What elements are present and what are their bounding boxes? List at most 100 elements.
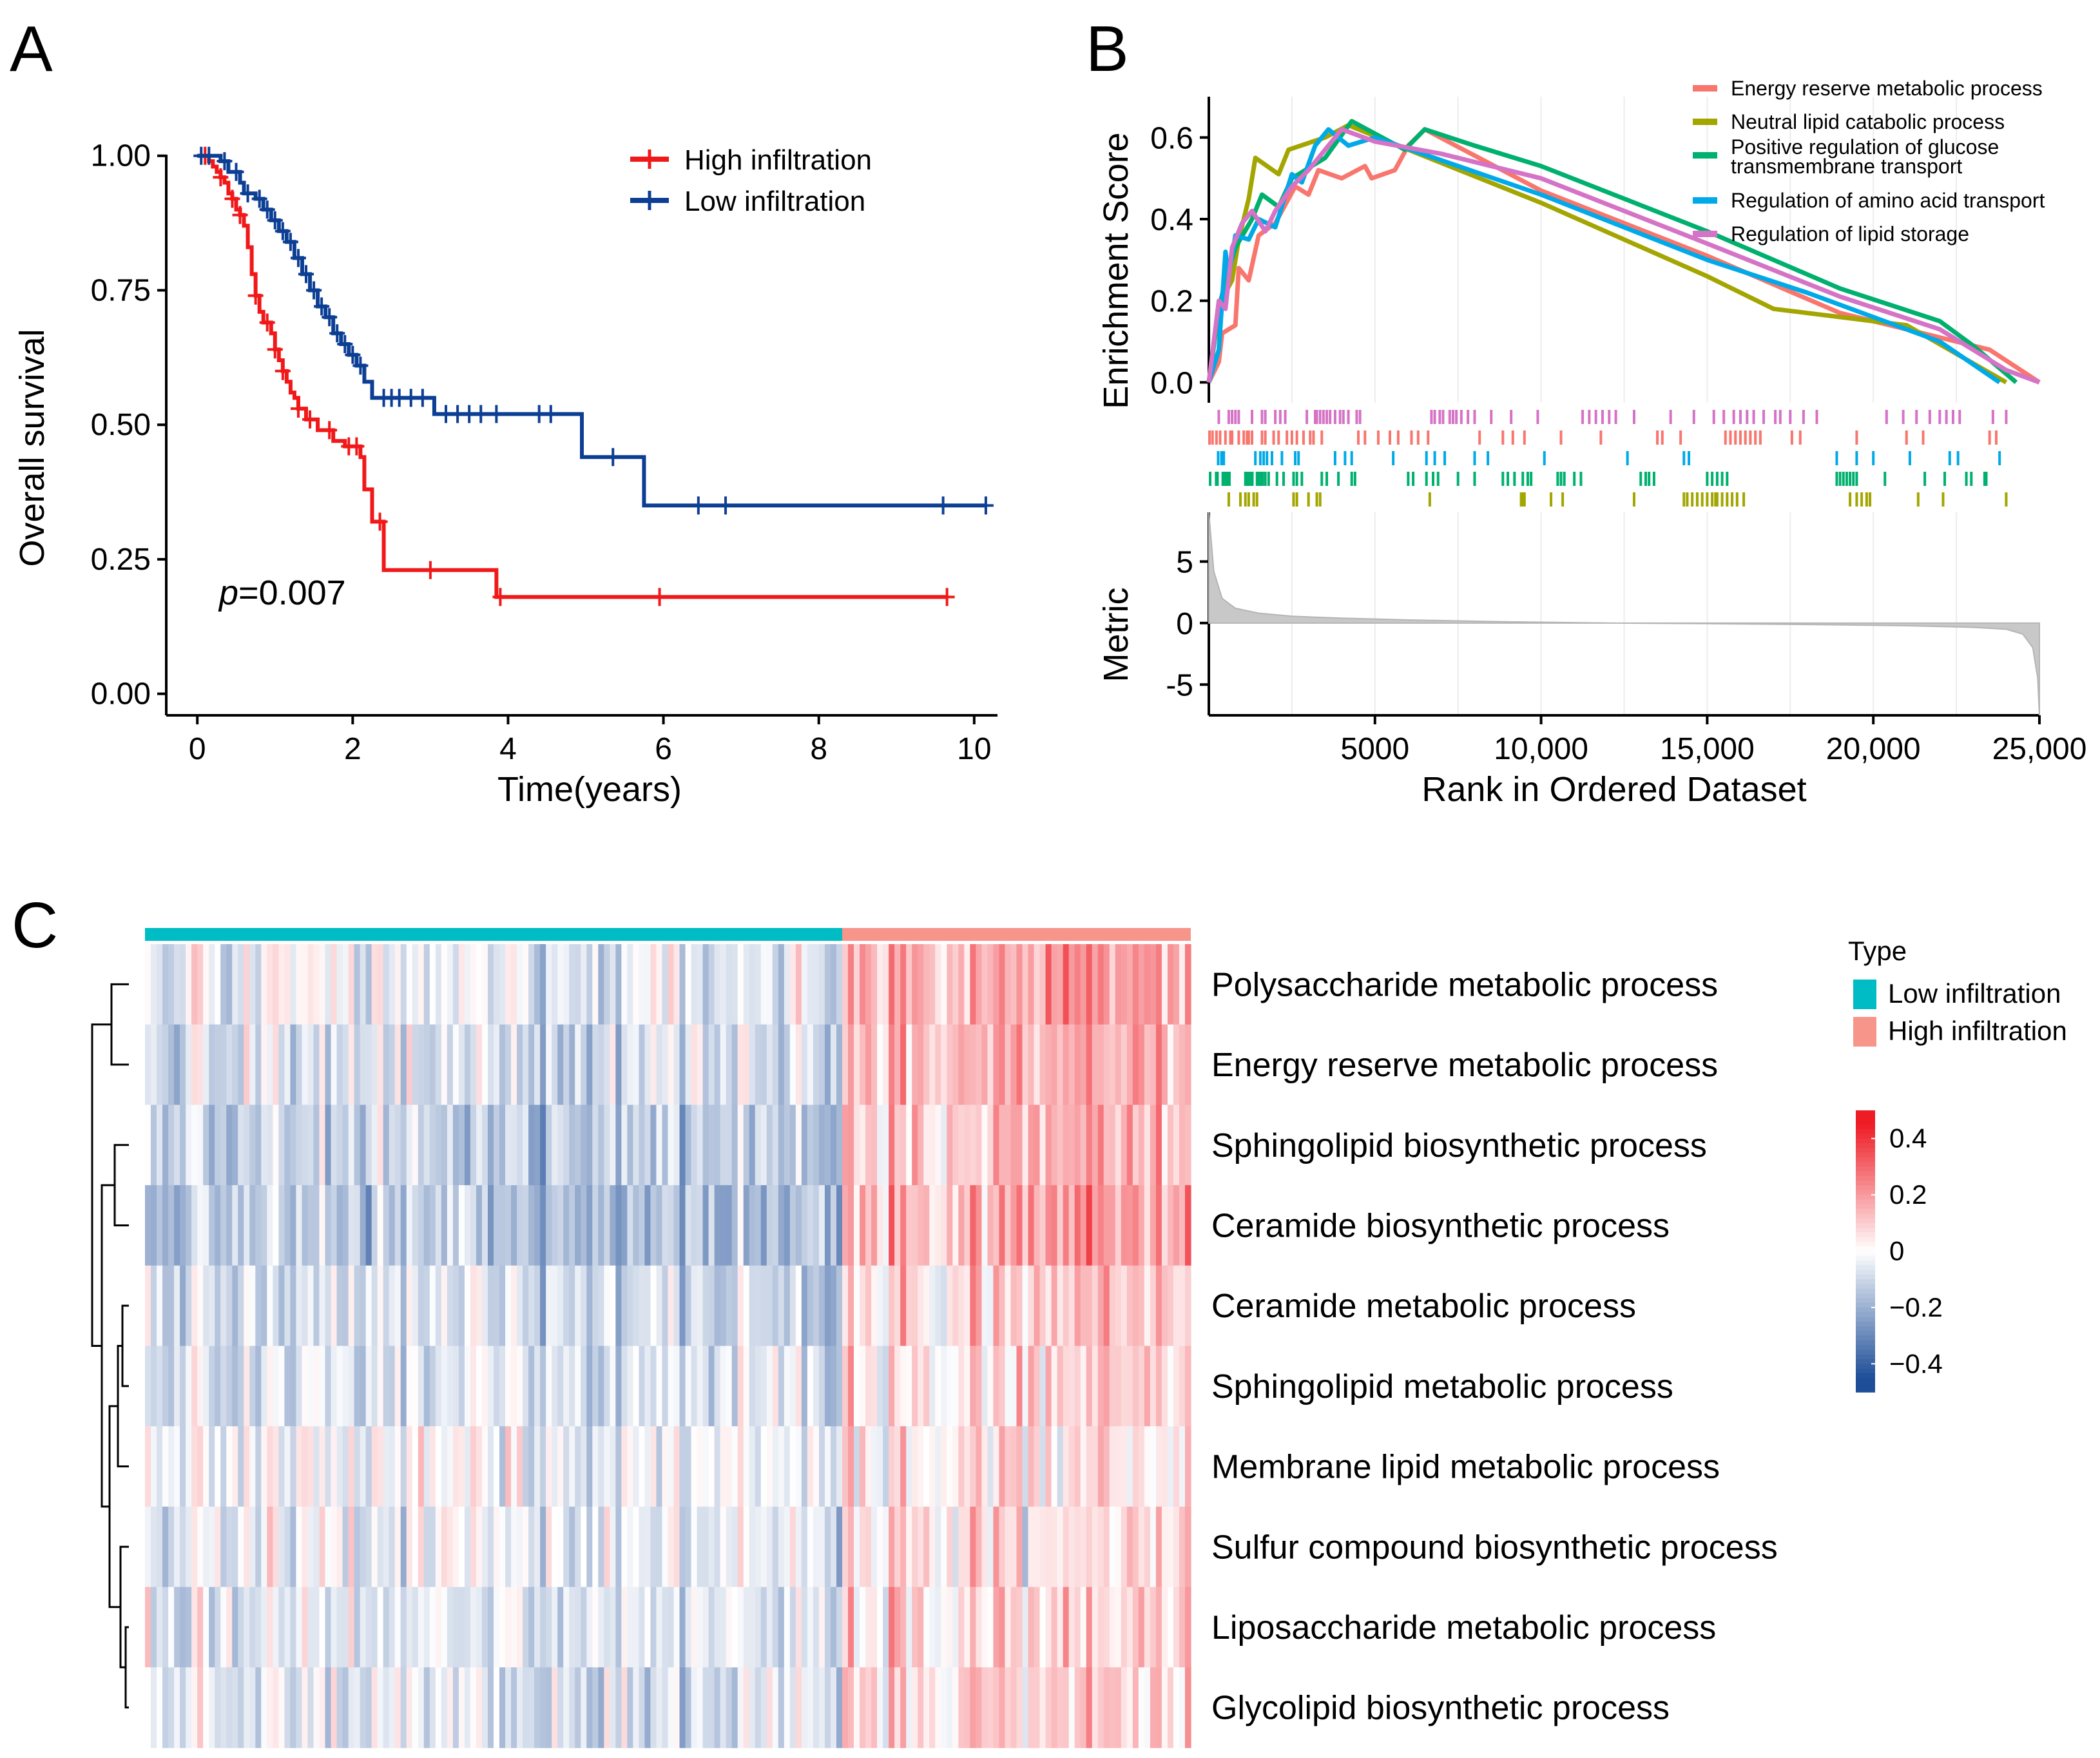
heatmap-cell [1103, 1105, 1110, 1186]
heatmap-cell [644, 1587, 651, 1668]
heatmap-cell [569, 1105, 575, 1186]
heatmap-cell [505, 1426, 512, 1507]
heatmap-cell [307, 1265, 314, 1347]
heatmap-cell [307, 1346, 314, 1427]
heatmap-cell [174, 1185, 180, 1266]
heatmap-cell [238, 1105, 244, 1186]
heatmap-cell [1016, 1426, 1023, 1507]
heatmap-cell [174, 1587, 180, 1668]
heatmap-cell [226, 1506, 233, 1588]
heatmap-cell [627, 944, 633, 1025]
heatmap-cell [1155, 1346, 1162, 1427]
heatmap-cell [203, 1346, 209, 1427]
heatmap-cell [505, 944, 512, 1025]
heatmap-cell [325, 1426, 332, 1507]
heatmap-cell [255, 1265, 262, 1347]
heatmap-cell [1092, 944, 1099, 1025]
heatmap-cell [569, 1265, 575, 1347]
heatmap-cell [604, 1185, 610, 1266]
heatmap-cell [598, 1667, 604, 1748]
censor-mark [314, 297, 330, 316]
colorbar-segment [1856, 1129, 1875, 1135]
censor-mark [275, 222, 291, 240]
heatmap-cell [284, 1426, 291, 1507]
heatmap-cell [1121, 1346, 1128, 1427]
colorbar-segment [1856, 1345, 1875, 1351]
heatmap-cell [1057, 1587, 1064, 1668]
heatmap-cell [970, 1346, 976, 1427]
heatmap-cell [220, 1185, 227, 1266]
heatmap-cell [1022, 1587, 1029, 1668]
heatmap-cell [563, 1506, 570, 1588]
heatmap-cell [714, 1024, 721, 1105]
heatmap-cell [993, 1185, 1000, 1266]
heatmap-cell [743, 944, 750, 1025]
heatmap-cell [987, 1667, 994, 1748]
heatmap-cell [1132, 1185, 1139, 1266]
heatmap-cell [1115, 944, 1122, 1025]
heatmap-cell [290, 1667, 297, 1748]
heatmap-cell [575, 944, 581, 1025]
colorbar-segment [1856, 1185, 1875, 1191]
heatmap-cell [633, 944, 640, 1025]
heatmap-cell [278, 944, 285, 1025]
heatmap-cell [1068, 1105, 1075, 1186]
censor-mark [240, 184, 256, 203]
heatmap-cell [691, 1506, 698, 1588]
heatmap-cell [592, 1506, 599, 1588]
heatmap-cell [795, 944, 802, 1025]
heatmap-cell [1115, 1185, 1122, 1266]
heatmap-cell [1057, 1024, 1064, 1105]
heatmap-cell [784, 1346, 791, 1427]
heatmap-cell [528, 1105, 535, 1186]
heatmap-cell [923, 944, 930, 1025]
dendrogram-branch [113, 1144, 129, 1226]
heatmap-cell [552, 1024, 558, 1105]
heatmap-cell [342, 1185, 349, 1266]
heatmap-cell [145, 1346, 151, 1427]
survival-curve-low [197, 153, 986, 508]
heatmap-cell [824, 944, 831, 1025]
heatmap-cell [720, 1105, 727, 1186]
heatmap-cell [336, 1426, 343, 1507]
heatmap-cell [766, 1506, 773, 1588]
heatmap-cell [883, 1506, 889, 1588]
heatmap-cell [575, 1426, 581, 1507]
heatmap-cell [836, 1024, 843, 1105]
heatmap-cell [348, 944, 355, 1025]
heatmap-cell [731, 1426, 738, 1507]
heatmap-cell [1051, 1185, 1058, 1266]
heatmap-cell [249, 1426, 256, 1507]
heatmap-cell [691, 1105, 698, 1186]
heatmap-cell [1045, 1265, 1052, 1347]
heatmap-cell [650, 1346, 657, 1427]
heatmap-cell [400, 1105, 407, 1186]
heatmap-cell [1080, 1185, 1087, 1266]
heatmap-cell [162, 944, 169, 1025]
censor-mark [302, 410, 318, 429]
heatmap-cell [238, 1426, 244, 1507]
censor-mark [488, 405, 505, 423]
heatmap-cell [1080, 1024, 1087, 1105]
heatmap-cell [400, 1346, 407, 1427]
heatmap-cell [918, 1506, 924, 1588]
heatmap-cell [1010, 1426, 1017, 1507]
heatmap-cell [824, 1185, 831, 1266]
heatmap-cell [633, 1024, 640, 1105]
heatmap-cell [145, 944, 151, 1025]
heatmap-cell [435, 1426, 442, 1507]
heatmap-cell [871, 1265, 878, 1347]
heatmap-cell [900, 944, 907, 1025]
heatmap-cell [423, 1024, 430, 1105]
heatmap-cell [1167, 1185, 1174, 1266]
heatmap-cell [1057, 1346, 1064, 1427]
heatmap-cell [639, 1265, 646, 1347]
heatmap-cell [331, 1587, 338, 1668]
heatmap-cell [284, 1506, 291, 1588]
heatmap-cell [1184, 1426, 1191, 1507]
heatmap-cell [1028, 1185, 1035, 1266]
heatmap-cell [499, 1105, 506, 1186]
heatmap-cell [1179, 1024, 1186, 1105]
censor-mark [228, 162, 244, 181]
heatmap-cell [371, 1185, 378, 1266]
